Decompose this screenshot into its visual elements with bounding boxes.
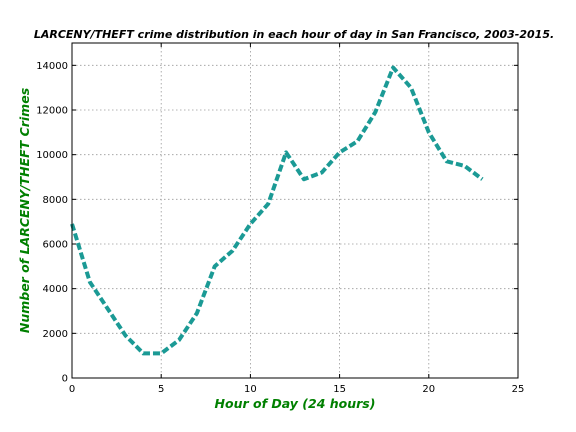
y-axis-label: Number of LARCENY/THEFT Crimes bbox=[17, 88, 32, 333]
x-axis-label: Hour of Day (24 hours) bbox=[215, 396, 376, 411]
y-tick-label: 2000 bbox=[43, 329, 68, 340]
x-tick-label: 25 bbox=[512, 384, 525, 395]
chart-title: LARCENY/THEFT crime distribution in each… bbox=[34, 28, 554, 41]
y-tick-label: 14000 bbox=[36, 61, 68, 72]
y-tick-label: 8000 bbox=[43, 195, 68, 206]
y-tick-label: 0 bbox=[62, 374, 68, 385]
x-tick-label: 0 bbox=[69, 384, 75, 395]
x-tick-label: 10 bbox=[244, 384, 257, 395]
x-tick-label: 5 bbox=[158, 384, 164, 395]
y-tick-label: 12000 bbox=[36, 106, 68, 117]
y-tick-label: 10000 bbox=[36, 150, 68, 161]
x-tick-label: 20 bbox=[422, 384, 435, 395]
y-tick-label: 4000 bbox=[43, 284, 68, 295]
x-tick-label: 15 bbox=[333, 384, 346, 395]
y-tick-label: 6000 bbox=[43, 240, 68, 251]
